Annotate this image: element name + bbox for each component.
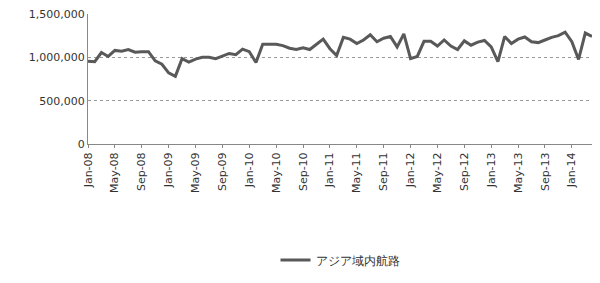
svg-text:0: 0 xyxy=(78,138,85,151)
svg-text:Sep-09: Sep-09 xyxy=(216,152,229,191)
svg-text:Sep-13: Sep-13 xyxy=(539,152,552,191)
svg-text:May-08: May-08 xyxy=(108,152,121,193)
svg-text:Sep-11: Sep-11 xyxy=(377,152,390,191)
svg-text:Jan-11: Jan-11 xyxy=(323,152,336,188)
svg-text:May-11: May-11 xyxy=(350,152,363,193)
svg-text:May-10: May-10 xyxy=(270,152,283,193)
svg-text:Jan-13: Jan-13 xyxy=(485,152,498,188)
svg-text:Sep-10: Sep-10 xyxy=(297,152,310,191)
svg-text:Jan-12: Jan-12 xyxy=(404,152,417,188)
svg-text:Jan-09: Jan-09 xyxy=(162,152,175,188)
svg-text:May-12: May-12 xyxy=(431,152,444,193)
svg-text:アジア域内航路: アジア域内航路 xyxy=(316,254,400,268)
svg-text:Jan-08: Jan-08 xyxy=(82,152,95,188)
svg-text:Sep-08: Sep-08 xyxy=(135,152,148,191)
svg-text:May-09: May-09 xyxy=(189,152,202,193)
svg-text:May-13: May-13 xyxy=(512,152,525,193)
svg-text:1,000,000: 1,000,000 xyxy=(29,51,85,64)
svg-text:Jan-14: Jan-14 xyxy=(565,152,578,188)
svg-text:Sep-12: Sep-12 xyxy=(458,152,471,191)
svg-text:Jan-10: Jan-10 xyxy=(243,152,256,188)
svg-text:500,000: 500,000 xyxy=(39,95,85,108)
svg-text:1,500,000: 1,500,000 xyxy=(29,8,85,21)
